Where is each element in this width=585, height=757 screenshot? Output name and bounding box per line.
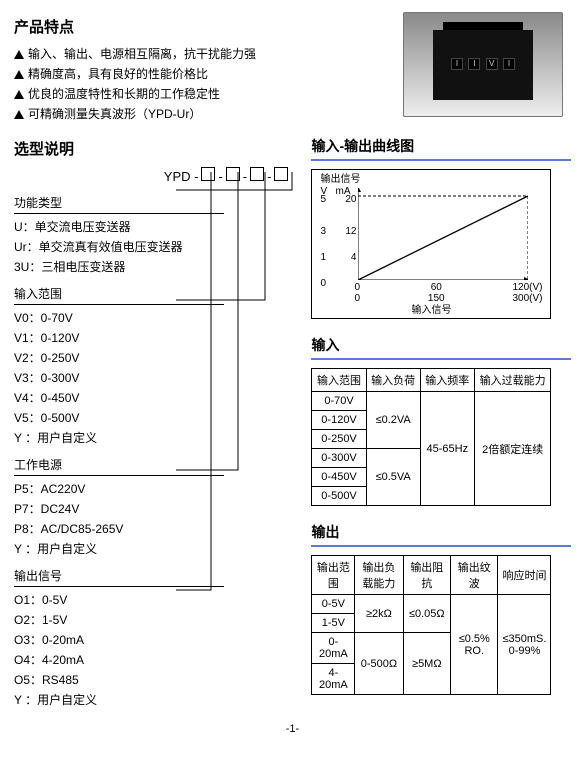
feature-item: 优良的温度特性和长期的工作稳定性 xyxy=(14,85,293,102)
section-item: O1：0-5V xyxy=(14,591,293,608)
input-spec-table: 输入范围输入负荷输入频率输入过载能力0-70V≤0.2VA45-65Hz2倍额定… xyxy=(311,368,551,506)
section-rule xyxy=(14,213,224,214)
features-list: 输入、输出、电源相互隔离，抗干扰能力强精确度高，具有良好的性能价格比优良的温度特… xyxy=(14,45,293,122)
features-heading: 产品特点 xyxy=(14,16,293,37)
table-header: 输出范围 xyxy=(312,556,355,595)
input-table-heading: 输入 xyxy=(311,335,571,355)
table-header: 输入过载能力 xyxy=(474,369,551,392)
section-rule xyxy=(14,586,224,587)
section-item: V4：0-450V xyxy=(14,389,293,406)
chart-plot-area xyxy=(358,188,528,280)
chart-x-tick-row: 060120(V) xyxy=(354,282,542,293)
model-box-3 xyxy=(250,167,264,181)
chart-x-label: 输入信号 xyxy=(312,301,550,316)
table-header: 输出负载能力 xyxy=(355,556,403,595)
page-number: -1- xyxy=(14,723,571,735)
section-item: O3：0-20mA xyxy=(14,631,293,648)
section-item: Y ：用户自定义 xyxy=(14,429,293,446)
model-code-row: YPD - - - - xyxy=(14,167,293,184)
output-heading-rule xyxy=(311,545,571,547)
model-prefix: YPD - xyxy=(164,169,199,184)
chart-y-tick: 14 xyxy=(320,252,356,263)
section-item: P8：AC/DC85-265V xyxy=(14,520,293,537)
section-item: V0：0-70V xyxy=(14,309,293,326)
section-title: 输出信号 xyxy=(14,567,293,586)
chart-y-tick: 520 xyxy=(320,194,356,205)
section-title: 工作电源 xyxy=(14,456,293,475)
output-spec-table: 输出范围输出负载能力输出阻抗输出纹波响应时间0-5V≥2kΩ≤0.05Ω≤0.5… xyxy=(311,555,551,695)
section-item: O2：1-5V xyxy=(14,611,293,628)
section-power: 工作电源 P5：AC220V P7：DC24V P8：AC/DC85-265V Y ：用… xyxy=(14,456,293,557)
table-row: 0-70V≤0.2VA45-65Hz2倍额定连续 xyxy=(312,392,551,411)
selection-heading: 选型说明 xyxy=(14,138,293,159)
table-row: 0-5V≥2kΩ≤0.05Ω≤0.5% RO.≤350mS. 0-99% xyxy=(312,595,551,614)
chart-y-tick: 312 xyxy=(320,226,356,237)
table-header: 响应时间 xyxy=(498,556,551,595)
io-curve-chart: 输出信号 V mA 520312140 060120(V)0150300(V) … xyxy=(311,169,551,319)
section-item: V3：0-300V xyxy=(14,369,293,386)
feature-item: 可精确测量失真波形（YPD-Ur） xyxy=(14,105,293,122)
input-heading-rule xyxy=(311,358,571,360)
model-box-2 xyxy=(226,167,240,181)
table-header: 输入范围 xyxy=(312,369,366,392)
table-header: 输入频率 xyxy=(420,369,474,392)
feature-item: 精确度高，具有良好的性能价格比 xyxy=(14,65,293,82)
device-body: IIVI xyxy=(433,30,533,100)
section-item: O4：4-20mA xyxy=(14,651,293,668)
output-table-heading: 输出 xyxy=(311,522,571,542)
model-box-4 xyxy=(274,167,288,181)
section-title: 功能类型 xyxy=(14,194,293,213)
chart-y-tick: 0 xyxy=(320,278,356,289)
section-func: 功能类型 U：单交流电压变送器 Ur：单交流真有效值电压变送器 3U：三相电压变送器 xyxy=(14,194,293,275)
section-rule xyxy=(14,304,224,305)
section-item: P7：DC24V xyxy=(14,500,293,517)
model-box-1 xyxy=(201,167,215,181)
section-item: V2：0-250V xyxy=(14,349,293,366)
section-item: 3U：三相电压变送器 xyxy=(14,258,293,275)
table-header: 输出纹波 xyxy=(451,556,498,595)
section-item: U：单交流电压变送器 xyxy=(14,218,293,235)
table-header: 输出阻抗 xyxy=(403,556,450,595)
chart-heading-rule xyxy=(311,159,571,161)
chart-y-title: 输出信号 xyxy=(320,174,360,186)
section-item: V5：0-500V xyxy=(14,409,293,426)
product-photo: IIVI xyxy=(403,12,563,117)
section-range: 输入范围 V0：0-70V V1：0-120V V2：0-250V V3：0-300V V… xyxy=(14,285,293,446)
section-item: V1：0-120V xyxy=(14,329,293,346)
feature-item: 输入、输出、电源相互隔离，抗干扰能力强 xyxy=(14,45,293,62)
section-item: Ur：单交流真有效值电压变送器 xyxy=(14,238,293,255)
chart-heading: 输入-输出曲线图 xyxy=(311,136,571,156)
section-rule xyxy=(14,475,224,476)
section-item: Y ：用户自定义 xyxy=(14,540,293,557)
section-title: 输入范围 xyxy=(14,285,293,304)
section-item: P5：AC220V xyxy=(14,480,293,497)
section-item: O5：RS485 xyxy=(14,671,293,688)
table-header: 输入负荷 xyxy=(366,369,420,392)
section-item: Y ：用户自定义 xyxy=(14,691,293,708)
section-output: 输出信号 O1：0-5V O2：1-5V O3：0-20mA O4：4-20mA O5：R… xyxy=(14,567,293,708)
